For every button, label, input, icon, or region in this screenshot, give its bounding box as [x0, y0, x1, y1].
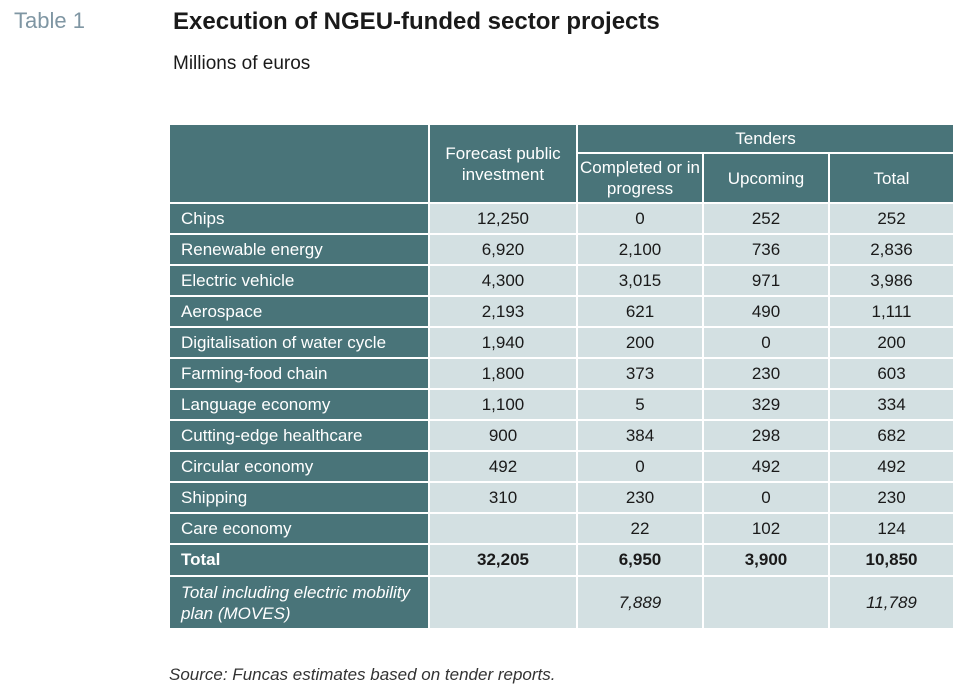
table-number: Table 1 [14, 8, 85, 33]
header-upcoming: Upcoming [704, 154, 828, 202]
cell-upcoming: 736 [704, 235, 828, 264]
cell-forecast: 900 [430, 421, 576, 450]
cell-total: 200 [830, 328, 953, 357]
row-label: Renewable energy [170, 235, 428, 264]
cell-completed: 7,889 [578, 577, 702, 628]
cell-completed: 0 [578, 452, 702, 481]
header-total: Total [830, 154, 953, 202]
row-label: Cutting-edge healthcare [170, 421, 428, 450]
cell-forecast [430, 577, 576, 628]
cell-forecast: 492 [430, 452, 576, 481]
source-note: Source: Funcas estimates based on tender… [169, 665, 556, 684]
cell-upcoming: 490 [704, 297, 828, 326]
cell-upcoming: 230 [704, 359, 828, 388]
cell-upcoming: 329 [704, 390, 828, 419]
row-label: Total [170, 545, 428, 575]
cell-completed: 621 [578, 297, 702, 326]
cell-forecast: 32,205 [430, 545, 576, 575]
row-label: Electric vehicle [170, 266, 428, 295]
row-label: Language economy [170, 390, 428, 419]
cell-total: 682 [830, 421, 953, 450]
cell-upcoming: 298 [704, 421, 828, 450]
row-label: Digitalisation of water cycle [170, 328, 428, 357]
row-label: Care economy [170, 514, 428, 543]
row-label: Chips [170, 204, 428, 233]
row-label: Total including electric mobility plan (… [170, 577, 428, 628]
data-table: Forecast public investment Tenders Compl… [170, 125, 953, 628]
cell-total: 1,111 [830, 297, 953, 326]
cell-completed: 5 [578, 390, 702, 419]
cell-upcoming: 0 [704, 483, 828, 512]
cell-total: 230 [830, 483, 953, 512]
cell-total: 124 [830, 514, 953, 543]
cell-total: 603 [830, 359, 953, 388]
cell-completed: 6,950 [578, 545, 702, 575]
row-label: Circular economy [170, 452, 428, 481]
cell-completed: 200 [578, 328, 702, 357]
cell-completed: 0 [578, 204, 702, 233]
cell-upcoming: 971 [704, 266, 828, 295]
cell-total: 11,789 [830, 577, 953, 628]
cell-completed: 230 [578, 483, 702, 512]
cell-forecast: 1,940 [430, 328, 576, 357]
row-label: Shipping [170, 483, 428, 512]
header-forecast: Forecast public investment [430, 125, 576, 202]
cell-forecast: 4,300 [430, 266, 576, 295]
cell-upcoming: 0 [704, 328, 828, 357]
cell-forecast [430, 514, 576, 543]
cell-upcoming: 3,900 [704, 545, 828, 575]
cell-forecast: 2,193 [430, 297, 576, 326]
cell-total: 252 [830, 204, 953, 233]
cell-forecast: 12,250 [430, 204, 576, 233]
header-tenders: Tenders [578, 125, 953, 152]
cell-forecast: 6,920 [430, 235, 576, 264]
cell-total: 492 [830, 452, 953, 481]
cell-completed: 373 [578, 359, 702, 388]
cell-upcoming: 492 [704, 452, 828, 481]
cell-total: 334 [830, 390, 953, 419]
cell-completed: 3,015 [578, 266, 702, 295]
cell-upcoming [704, 577, 828, 628]
cell-forecast: 1,800 [430, 359, 576, 388]
table-subtitle: Millions of euros [173, 53, 311, 74]
cell-completed: 384 [578, 421, 702, 450]
cell-total: 2,836 [830, 235, 953, 264]
header-corner-cell [170, 125, 428, 202]
cell-completed: 22 [578, 514, 702, 543]
cell-forecast: 310 [430, 483, 576, 512]
cell-total: 10,850 [830, 545, 953, 575]
table-title: Execution of NGEU-funded sector projects [173, 8, 660, 35]
header-completed: Completed or in progress [578, 154, 702, 202]
row-label: Farming-food chain [170, 359, 428, 388]
cell-total: 3,986 [830, 266, 953, 295]
cell-forecast: 1,100 [430, 390, 576, 419]
row-label: Aerospace [170, 297, 428, 326]
cell-completed: 2,100 [578, 235, 702, 264]
cell-upcoming: 252 [704, 204, 828, 233]
cell-upcoming: 102 [704, 514, 828, 543]
